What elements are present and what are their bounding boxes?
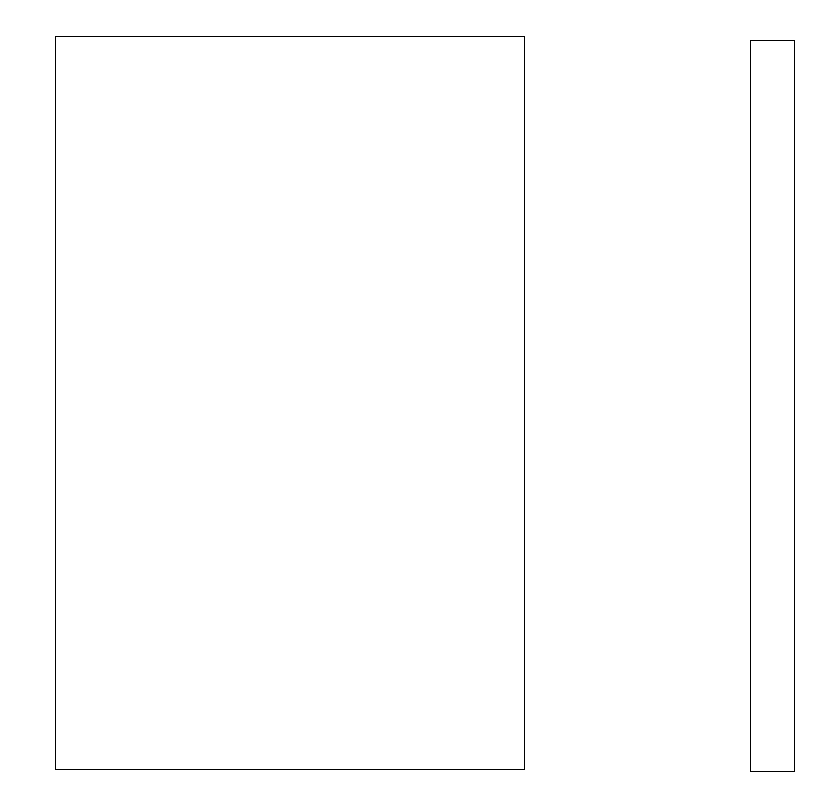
colorbar-gradient [751,41,794,771]
temperature-colorbar [750,40,795,772]
sst-map-plot [55,36,525,770]
sst-map-canvas [56,37,524,769]
